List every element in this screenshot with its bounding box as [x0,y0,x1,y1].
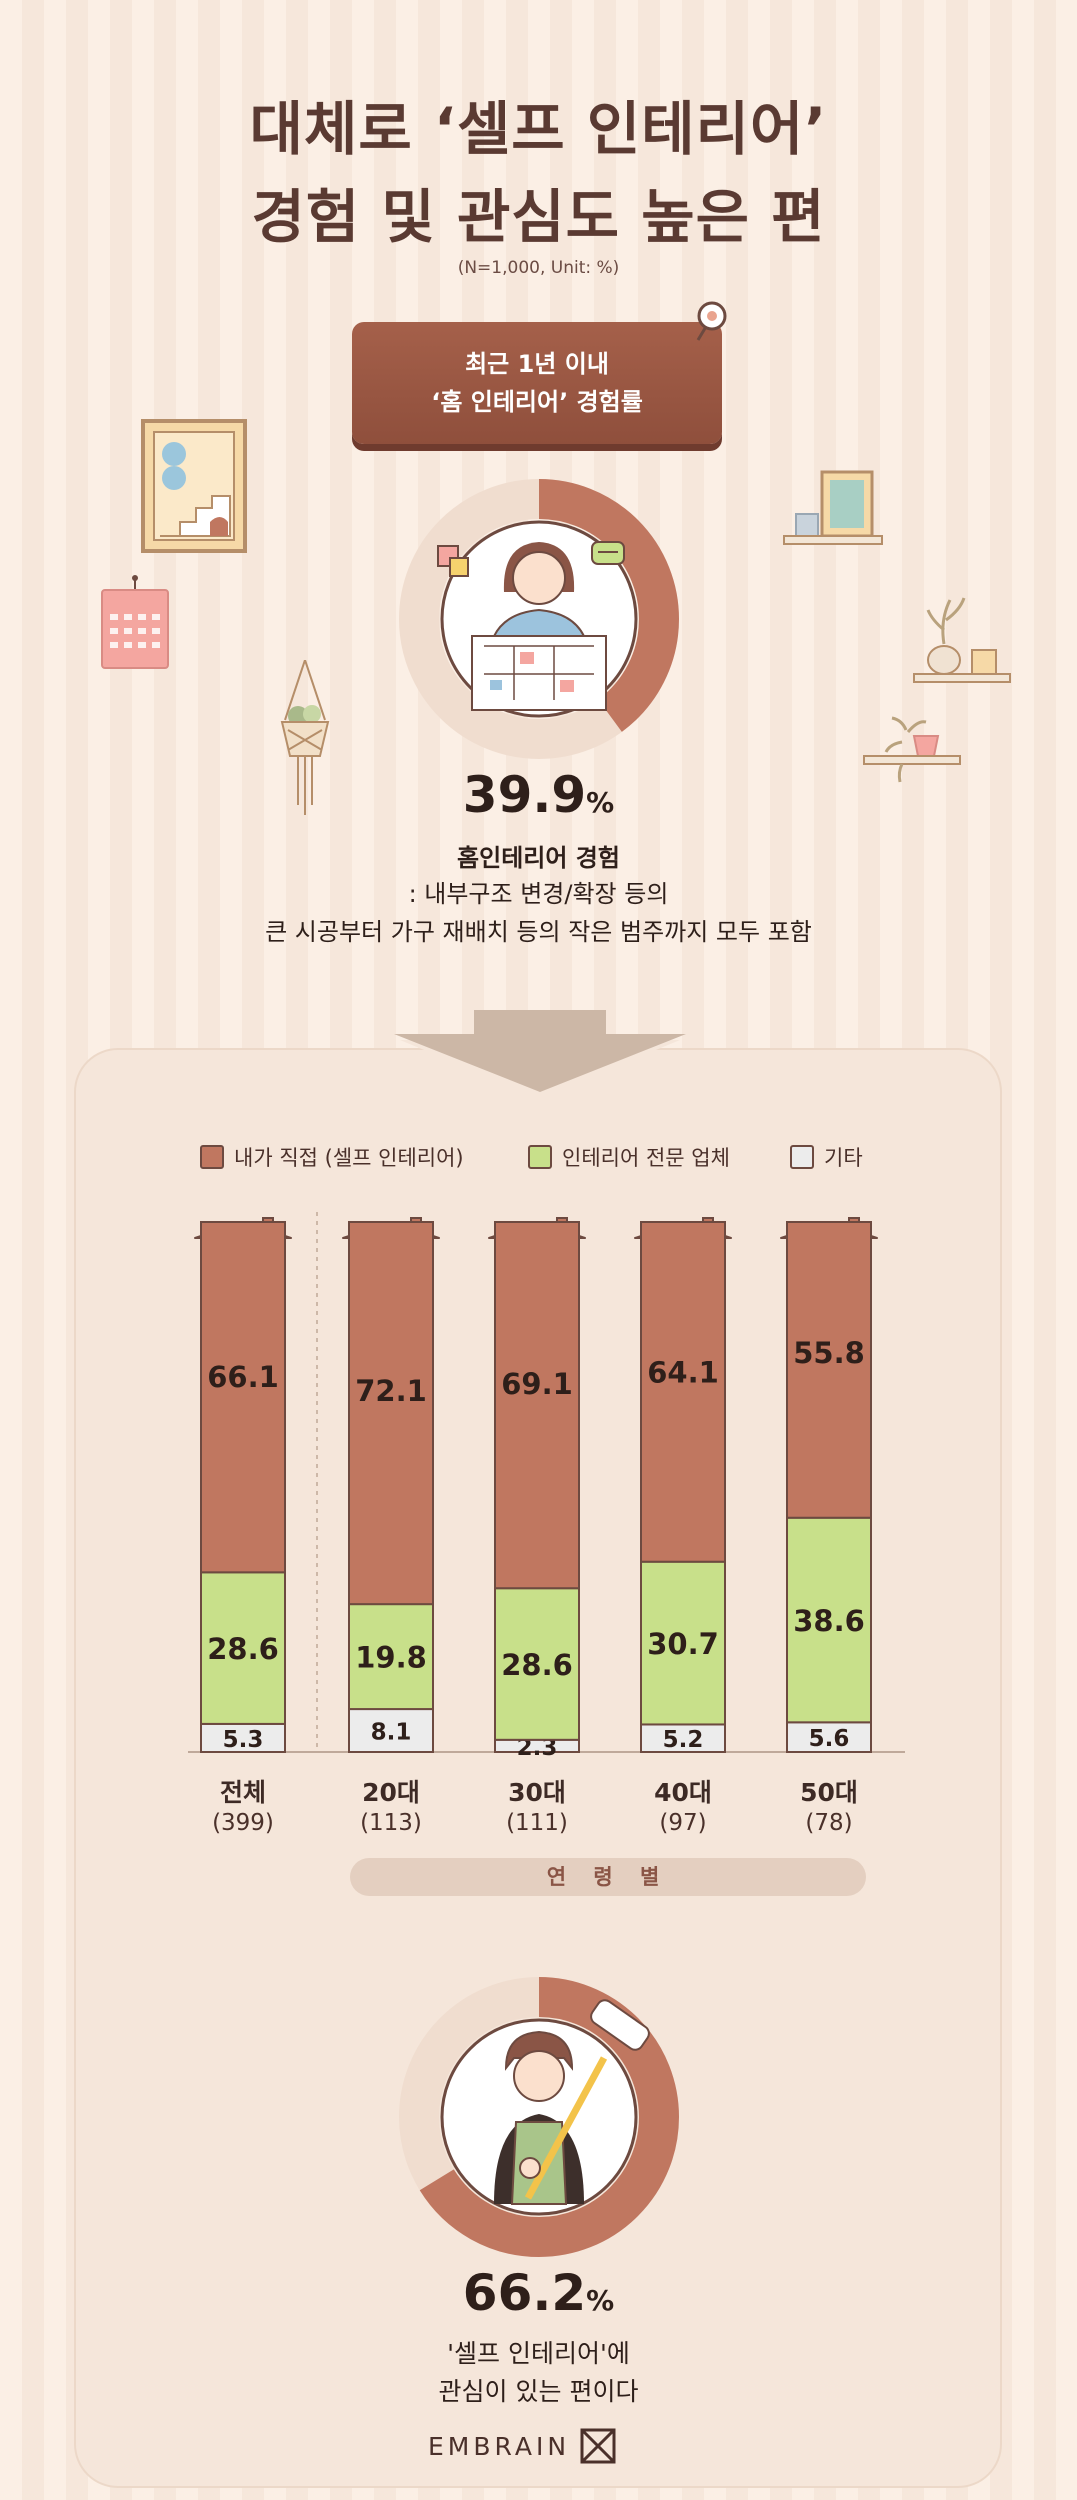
page-title-line2: 경험 및 관심도 높은 편 [251,183,826,251]
data-label-self-20s: 72.1 [355,1374,427,1408]
category-label-all: 전체 [219,1778,266,1807]
category-label-30s: 30대 [508,1778,566,1807]
data-label-expert-20s: 19.8 [355,1641,427,1675]
legend-label-other: 기타 [824,1146,863,1170]
legend-item-other: 기타 [790,1142,863,1172]
bar-self-40s [640,1221,726,1563]
experience-percent: 39.9% [0,766,1077,824]
sample-note: (N=1,000, Unit: %) [457,258,620,278]
interest-line1: '셀프 인테리어'에 [447,2339,630,2368]
legend-swatch-other [790,1145,814,1169]
experience-desc2: 큰 시공부터 가구 재배치 등의 작은 범주까지 모두 포함 [265,918,812,946]
data-label-expert-all: 28.6 [207,1632,279,1666]
down-arrow-icon [394,1010,686,1098]
category-n-40s: (97) [659,1810,707,1836]
bar-self-all [200,1221,286,1574]
category-label-20s: 20대 [362,1778,420,1807]
legend-item-expert: 인테리어 전문 업체 [528,1142,730,1172]
picture-frame-icon [141,419,247,553]
interest-value: 66.2 [462,2264,587,2322]
bar-other-50s [786,1721,872,1753]
legend-swatch-self [200,1145,224,1169]
legend-swatch-expert [528,1145,552,1169]
data-label-expert-40s: 30.7 [647,1627,719,1661]
vase-icon [913,597,1011,683]
data-label-self-40s: 64.1 [647,1355,719,1389]
interest-donut [399,1977,679,2257]
brand-logo: EMBRAIN [428,2428,616,2464]
bar-expert-all [200,1571,286,1725]
category-n-30s: (111) [506,1810,568,1836]
legend-item-self: 내가 직접 (셀프 인테리어) [200,1142,464,1172]
hanging-plant-icon [280,660,330,815]
experience-donut [399,479,679,759]
category-n-all: (399) [212,1810,274,1836]
brand-mark-icon [580,2428,616,2464]
pin-icon [696,301,727,341]
shelf-frame-icon [783,470,883,545]
experience-arc [399,479,679,759]
person-with-paint-roller-icon [494,1999,650,2205]
data-label-expert-50s: 38.6 [793,1604,865,1638]
legend-label-self: 내가 직접 (셀프 인테리어) [234,1146,464,1170]
plant-shelf-icon [863,716,961,783]
sign-line1: 최근 1년 이내 [465,350,609,378]
category-label-40s: 40대 [654,1778,712,1807]
data-label-self-all: 66.1 [207,1360,279,1394]
data-label-self-50s: 55.8 [793,1336,865,1370]
calendar-icon [101,575,169,669]
interest-unit: % [586,2284,615,2317]
experience-unit: % [586,786,615,819]
age-group-label: 연 령 별 [350,1858,866,1896]
page-title-line1: 대체로 ‘셀프 인테리어’ [249,95,828,163]
data-label-other-20s: 8.1 [371,1720,412,1746]
data-label-other-50s: 5.6 [809,1726,850,1752]
person-with-blueprint-icon [437,541,625,711]
bar-other-all [200,1722,286,1754]
bar-self-50s [786,1221,872,1519]
experience-sign: 최근 1년 이내 ‘홈 인테리어’ 경험률 [352,322,722,444]
experience-desc1: : 내부구조 변경/확장 등의 [408,880,669,908]
bar-other-20s [348,1708,434,1753]
bar-expert-50s [786,1516,872,1724]
data-label-other-40s: 5.2 [663,1727,704,1753]
bar-expert-30s [494,1587,580,1741]
brand-name: EMBRAIN [428,2431,571,2461]
sign-line2: ‘홈 인테리어’ 경험률 [431,388,643,416]
data-label-other-all: 5.3 [223,1727,264,1753]
experience-value: 39.9 [462,766,587,824]
legend-label-expert: 인테리어 전문 업체 [562,1146,730,1170]
bar-self-30s [494,1221,580,1590]
interest-line2: 관심이 있는 편이다 [438,2377,639,2406]
category-n-50s: (78) [805,1810,853,1836]
data-label-self-30s: 69.1 [501,1367,573,1401]
data-label-expert-30s: 28.6 [501,1648,573,1682]
bar-expert-40s [640,1560,726,1726]
interest-arc [399,1977,679,2257]
interest-percent: 66.2% [0,2264,1077,2322]
bar-self-20s [348,1221,434,1606]
category-label-50s: 50대 [800,1778,858,1807]
experience-label: 홈인테리어 경험 [457,844,620,872]
category-n-20s: (113) [360,1810,422,1836]
